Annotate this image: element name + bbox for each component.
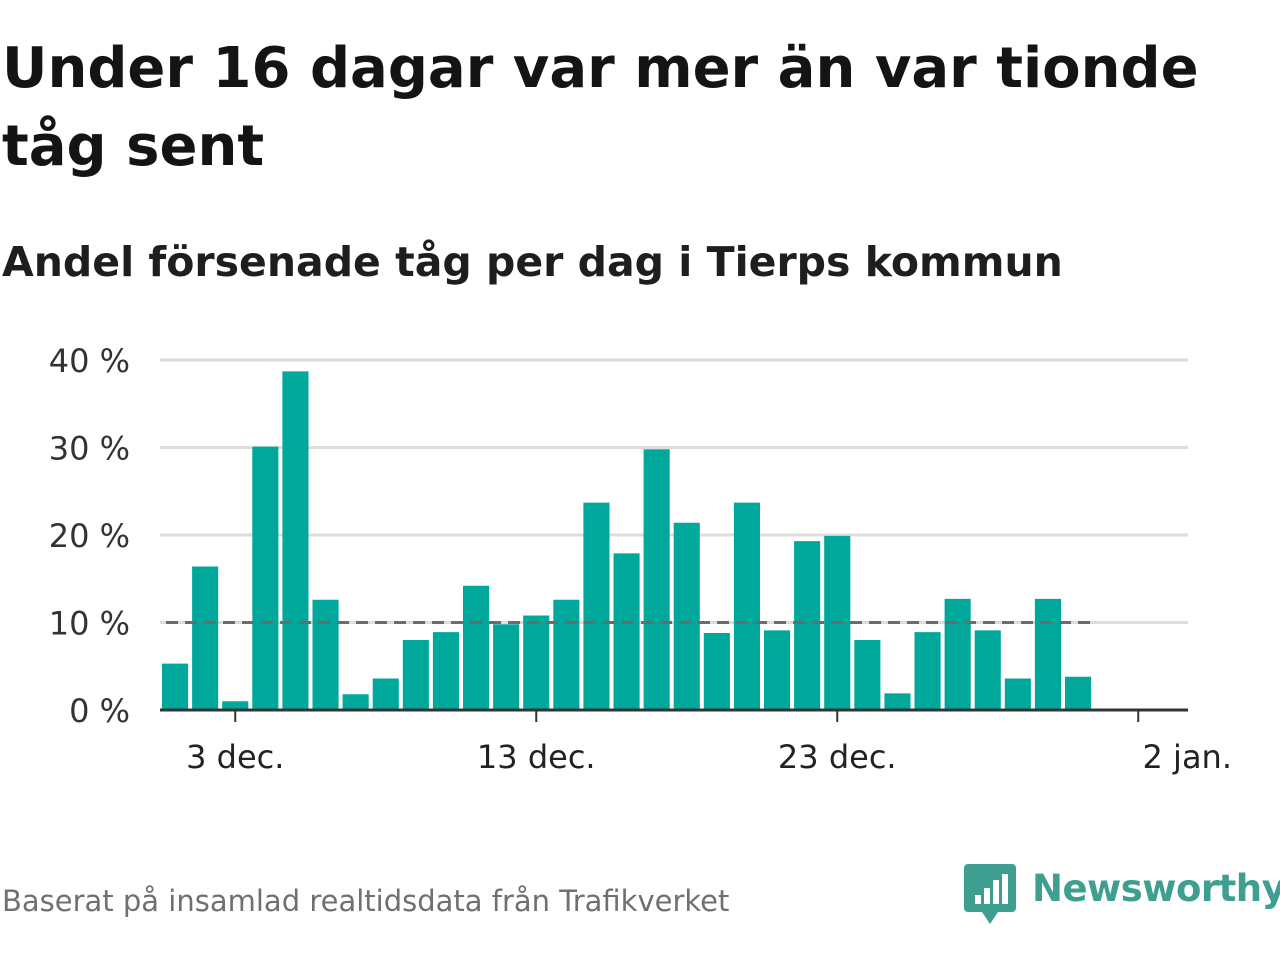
bar: [1065, 676, 1092, 710]
bar: [463, 585, 490, 710]
bar: [764, 630, 791, 710]
bar: [854, 640, 881, 710]
bar: [252, 446, 279, 710]
y-tick-label: 30 %: [49, 430, 130, 468]
bar: [523, 615, 550, 710]
bar: [914, 632, 941, 710]
x-tick-label: 13 dec.: [477, 738, 596, 776]
newsworthy-logo-icon: [964, 864, 1016, 924]
bar: [493, 624, 520, 710]
brand-logo: Newsworthy: [964, 864, 1280, 928]
bar: [312, 599, 339, 710]
chart-subtitle: Andel försenade tåg per dag i Tierps kom…: [2, 238, 1063, 286]
y-tick-label: 10 %: [49, 605, 130, 643]
bars: [162, 371, 1092, 710]
x-tick-label: 3 dec.: [186, 738, 284, 776]
bar: [733, 502, 760, 710]
bar: [282, 371, 309, 710]
y-tick-label: 20 %: [49, 517, 130, 555]
x-tick-label: 23 dec.: [778, 738, 897, 776]
y-axis-ticks: 0 % 10 % 20 % 30 % 40 %: [49, 342, 130, 730]
bar: [1034, 598, 1061, 710]
bar: [162, 663, 189, 710]
bar: [974, 630, 1001, 710]
source-note: Baserat på insamlad realtidsdata från Tr…: [2, 884, 730, 918]
bar: [583, 502, 610, 710]
bar: [342, 694, 369, 710]
bar: [1004, 678, 1031, 710]
brand-name: Newsworthy: [1032, 867, 1280, 910]
x-tick-label: 2 jan.: [1143, 738, 1232, 776]
bar-chart: 0 % 10 % 20 % 30 % 40 % 3 dec. 13 dec. 23 dec.…: [49, 342, 1232, 776]
bar: [192, 566, 219, 710]
y-tick-label: 0 %: [69, 692, 130, 730]
bar: [613, 553, 640, 710]
bar: [703, 633, 730, 710]
bar: [402, 640, 429, 710]
bar: [432, 632, 459, 710]
bar: [884, 693, 911, 710]
chart-title: Under 16 dagar var mer än var tionde tåg…: [2, 36, 1199, 179]
bar: [794, 541, 821, 710]
x-axis: 3 dec. 13 dec. 23 dec. 2 jan.: [160, 708, 1232, 776]
bar: [553, 599, 580, 710]
y-tick-label: 40 %: [49, 342, 130, 380]
bar: [643, 449, 670, 710]
bar: [673, 522, 700, 710]
bar: [944, 598, 971, 710]
bar: [222, 701, 249, 710]
bar: [372, 678, 399, 710]
